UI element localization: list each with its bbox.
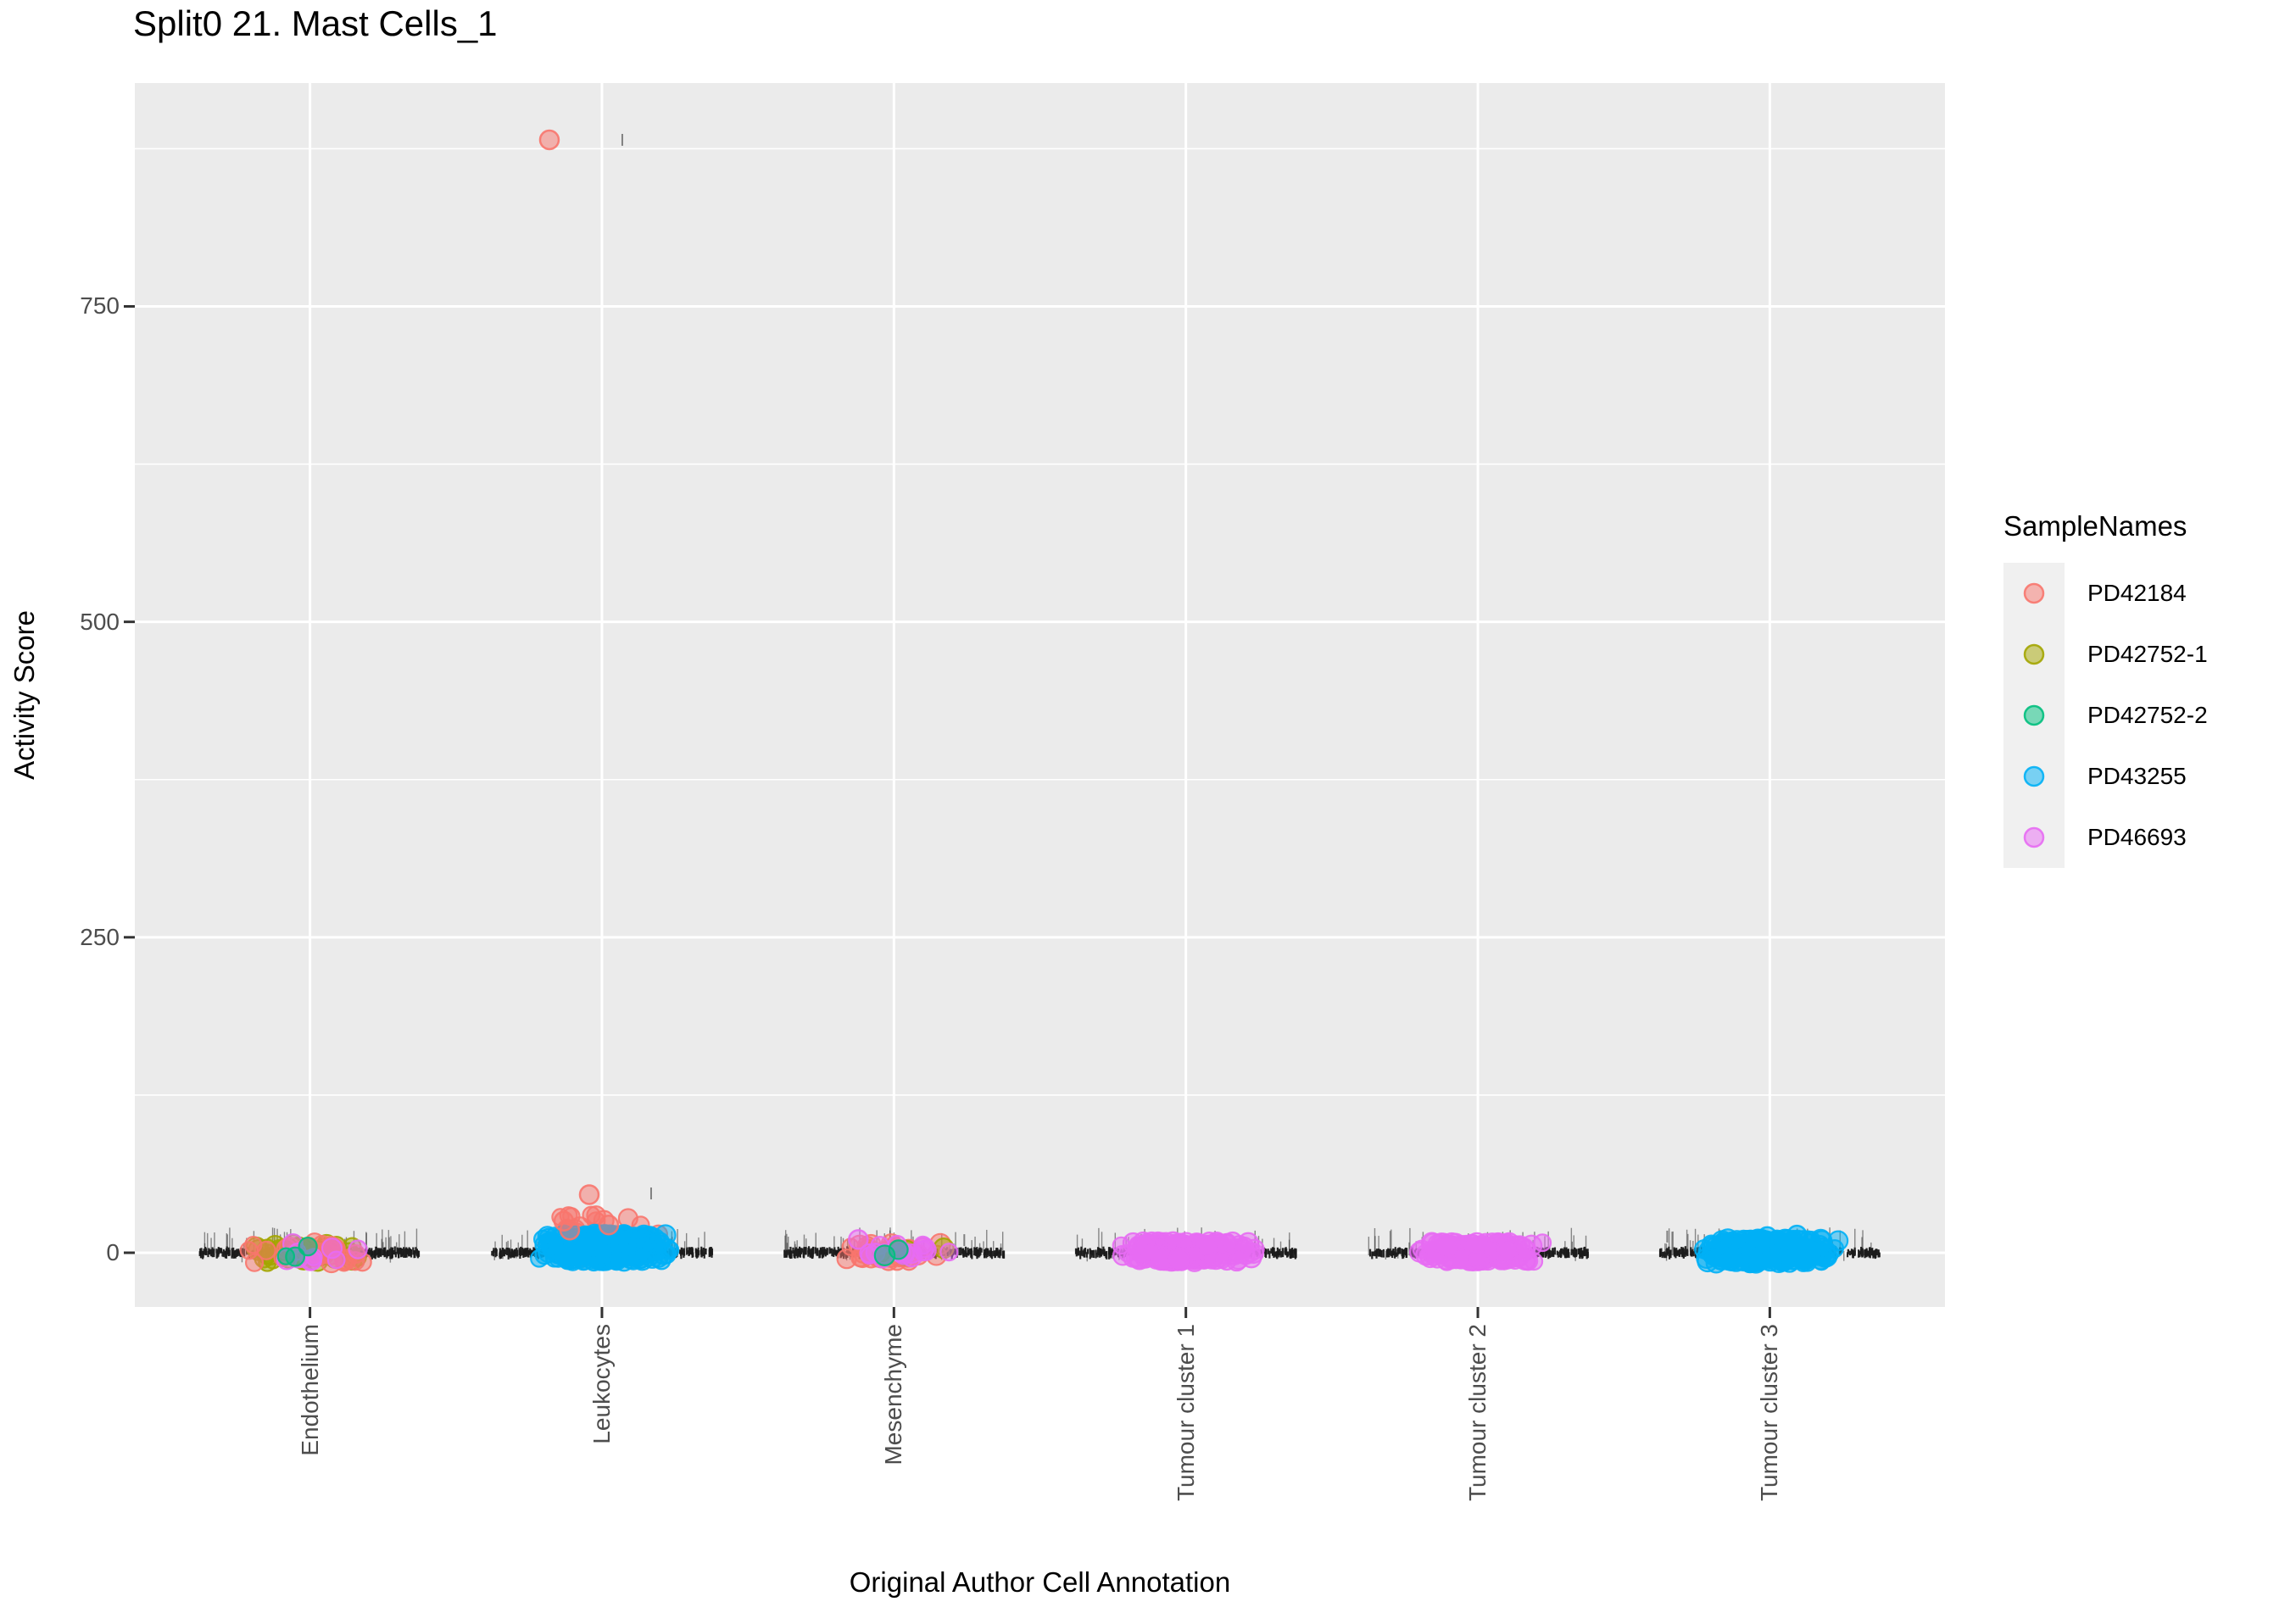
data-point [1212,1250,1232,1270]
data-point [538,1241,560,1264]
data-point [1827,1230,1849,1252]
data-point [1757,1226,1778,1248]
category-points-5 [1368,1227,1589,1272]
legend-label: PD42752-2 [2087,702,2208,728]
data-point [913,1235,933,1255]
outlier-point [538,129,560,151]
legend-key [2003,624,2065,685]
category-points-4 [1074,1227,1297,1272]
category-points-2 [491,129,714,1272]
data-point [244,1235,263,1254]
legend-label: PD42752-1 [2087,641,2208,667]
x-tick-label: Endothelium [296,1324,323,1456]
jitter-single [1666,1230,1669,1243]
legend-key [2003,746,2065,807]
plot-title: Split0 21. Mast Cells_1 [133,3,498,43]
legend-key [2003,563,2065,624]
data-point [276,1247,296,1265]
category-points-6 [1658,1224,1881,1274]
jitter-single [649,1187,652,1200]
x-tick-label: Mesenchyme [880,1324,907,1465]
data-point [574,1246,594,1265]
x-tick-label: Tumour cluster 2 [1464,1324,1491,1502]
legend-swatch-icon [2023,582,2045,604]
legend-item: PD46693 [2003,807,2208,868]
sample-cluster-PD46693 [1112,1231,1265,1272]
legend-label: PD43255 [2087,763,2187,789]
legend-item: PD42184 [2003,563,2208,624]
sample-cluster-PD46693 [1408,1232,1552,1272]
jitter-single [621,133,623,146]
legend-item: PD42752-2 [2003,685,2208,746]
data-point [1786,1224,1808,1246]
jitter-single [963,1234,966,1247]
x-tick-label: Tumour cluster 3 [1756,1324,1783,1502]
data-point [1496,1239,1519,1262]
sample-cluster-PD42752-2 [276,1236,318,1267]
sample-cluster-PD43255 [1694,1228,1849,1274]
data-point [1435,1234,1457,1256]
data-point [1466,1232,1488,1254]
y-tick-label: 250 [80,923,120,950]
data-point [848,1229,869,1250]
legend-label: PD46693 [2087,824,2187,850]
data-point [559,1219,581,1241]
data-point [1772,1249,1795,1271]
sample-cluster-PD42752-2 [873,1239,909,1266]
legend-key [2003,685,2065,746]
sample-cluster-PD43255 [530,1223,680,1272]
data-point [244,1253,265,1272]
data-point [1716,1235,1738,1257]
data-point [320,1237,343,1260]
data-point [939,1243,959,1262]
category-points-1 [198,1227,421,1274]
legend-swatch-icon [2023,826,2045,848]
data-point [1812,1253,1831,1271]
legend-swatch-icon [2023,765,2045,787]
data-point [1810,1228,1831,1250]
data-point [1749,1247,1769,1266]
legend-items: PD42184 PD42752-1 PD42752-2 PD43255 PD46693 [2003,563,2208,868]
data-point [655,1238,678,1260]
x-tick-label: Leukocytes [588,1324,615,1444]
data-point [1199,1238,1218,1257]
legend-swatch-icon [2023,704,2045,726]
legend-key [2003,807,2065,868]
y-tick-label: 500 [80,608,120,635]
panel-background [135,83,1945,1307]
legend: SampleNames PD42184 PD42752-1 PD42752-2 PD4… [2003,510,2208,868]
y-axis-title: Activity Score [8,610,40,780]
x-tick-label: Tumour cluster 1 [1172,1324,1199,1502]
y-tick-label: 0 [106,1238,120,1265]
y-tick-label: 750 [80,292,120,320]
data-point [578,1184,600,1205]
data-point [348,1239,368,1260]
category-points-3 [783,1227,1006,1271]
legend-item: PD42752-1 [2003,624,2208,685]
data-point [598,1214,620,1236]
data-point [1468,1249,1487,1269]
legend-swatch-icon [2023,643,2045,665]
x-axis-title: Original Author Cell Annotation [849,1566,1231,1598]
data-point [1168,1247,1190,1270]
legend-title: SampleNames [2003,510,2187,542]
data-point [873,1244,896,1266]
data-point [607,1234,627,1254]
legend-item: PD43255 [2003,746,2208,807]
legend-label: PD42184 [2087,580,2187,606]
